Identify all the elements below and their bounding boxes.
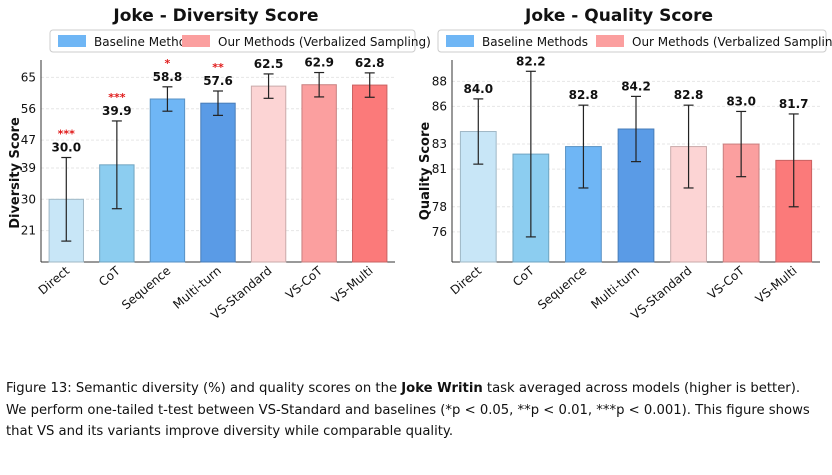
diversity-significance-multi-turn: ** [212, 61, 224, 74]
quality-legend-swatch-ours [596, 35, 624, 47]
caption-task-name: Joke Writin [401, 381, 483, 396]
diversity-significance-sequence: * [165, 57, 171, 70]
diversity-legend-swatch-baseline [58, 35, 86, 47]
diversity-ytick-label: 30 [21, 192, 36, 206]
quality-value-label-multi-turn: 84.2 [621, 79, 651, 93]
quality-ytick-label: 88 [432, 74, 447, 88]
quality-legend-ours: Our Methods (Verbalized Sampling) [632, 35, 832, 49]
quality-y-axis-label: Quality Score [418, 122, 433, 221]
quality-legend-box [437, 29, 827, 53]
diversity-significance-cot: *** [108, 91, 126, 104]
diversity-value-label-vs-standard: 62.5 [254, 57, 284, 71]
quality-ytick-label: 76 [432, 225, 447, 239]
diversity-ytick-label: 39 [21, 161, 36, 175]
diversity-bar-vs-multi [352, 84, 388, 263]
quality-ytick-label: 81 [432, 162, 447, 176]
diversity-legend: Baseline Methods Our Methods (Verbalized… [49, 29, 431, 53]
quality-chart-title: Joke - Quality Score [524, 6, 713, 26]
diversity-bar-vs-cot [301, 84, 337, 263]
quality-xtick-label-multi-turn: Multi-turn [588, 264, 642, 312]
quality-value-label-cot: 82.2 [516, 54, 546, 68]
diversity-xtick-label-vs-multi: VS-Multi [329, 264, 376, 307]
quality-value-label-vs-standard: 82.8 [674, 88, 704, 102]
diversity-xtick-label-vs-cot: VS-CoT [283, 263, 326, 302]
caption-line-1: Figure 13: Semantic diversity (%) and qu… [6, 378, 828, 400]
diversity-xtick-label-cot: CoT [96, 263, 123, 289]
quality-value-label-vs-cot: 83.0 [726, 94, 756, 108]
diversity-ytick-label: 21 [21, 224, 36, 238]
diversity-chart-title: Joke - Diversity Score [112, 6, 318, 26]
diversity-legend-swatch-ours [182, 35, 210, 47]
figure-caption: Figure 13: Semantic diversity (%) and qu… [6, 378, 828, 443]
diversity-xtick-label-sequence: Sequence [119, 264, 173, 313]
quality-xtick-label-sequence: Sequence [535, 264, 589, 313]
quality-legend-swatch-baseline [446, 35, 474, 47]
diversity-y-axis-label: Diversity Score [8, 117, 23, 229]
caption-line1-rest: task averaged across models (higher is b… [482, 381, 801, 396]
quality-xtick-label-vs-cot: VS-CoT [705, 263, 748, 302]
quality-ytick-label: 83 [432, 137, 447, 151]
diversity-value-label-cot: 39.9 [102, 104, 132, 118]
diversity-value-label-sequence: 58.8 [153, 70, 183, 84]
diversity-value-label-vs-multi: 62.8 [355, 56, 385, 70]
diversity-ytick-label: 47 [21, 133, 36, 147]
diversity-xtick-label-direct: Direct [36, 263, 73, 297]
caption-line-3: that VS and its variants improve diversi… [6, 424, 454, 439]
quality-value-label-direct: 84.0 [463, 82, 493, 96]
quality-ytick-label: 86 [432, 99, 447, 113]
quality-xtick-label-direct: Direct [448, 263, 485, 297]
diversity-value-label-direct: 30.0 [51, 141, 81, 155]
quality-xtick-label-cot: CoT [510, 263, 537, 289]
quality-plot-area: 76 78 81 83 86 88 84.0 Direct 82.2 CoT 82.8 Sequenc… [432, 54, 820, 322]
diversity-chart: Joke - Diversity Score Diversity Score 2… [8, 6, 431, 322]
figure-canvas: Joke - Diversity Score Diversity Score 2… [8, 6, 832, 322]
quality-legend-baseline: Baseline Methods [482, 35, 588, 49]
diversity-bar-sequence [149, 98, 186, 263]
diversity-ytick-label: 65 [21, 70, 36, 84]
diversity-legend-ours: Our Methods (Verbalized Sampling) [218, 35, 431, 49]
diversity-bar-multi-turn [200, 102, 236, 263]
quality-chart: Joke - Quality Score Quality Score 76 78 8… [418, 6, 832, 322]
diversity-significance-direct: *** [58, 128, 76, 141]
diversity-value-label-vs-cot: 62.9 [304, 56, 334, 70]
diversity-legend-baseline: Baseline Methods [94, 35, 200, 49]
diversity-legend-box [49, 29, 416, 53]
diversity-plot-area: 21303947566530.0***Direct39.9***CoT58.8*… [21, 56, 395, 322]
quality-value-label-sequence: 82.8 [569, 88, 599, 102]
diversity-value-label-multi-turn: 57.6 [203, 74, 233, 88]
diversity-bar-vs-standard [250, 85, 287, 263]
quality-value-label-vs-multi: 81.7 [779, 97, 809, 111]
caption-prefix: Figure 13: Semantic diversity (%) and qu… [6, 381, 402, 396]
quality-ytick-label: 78 [432, 200, 447, 214]
caption-line-2: We perform one-tailed t-test between VS-… [6, 402, 810, 418]
quality-xtick-label-vs-multi: VS-Multi [753, 264, 800, 307]
quality-legend: Baseline Methods Our Methods (Verbalized… [437, 29, 832, 53]
diversity-ytick-label: 56 [21, 102, 36, 116]
